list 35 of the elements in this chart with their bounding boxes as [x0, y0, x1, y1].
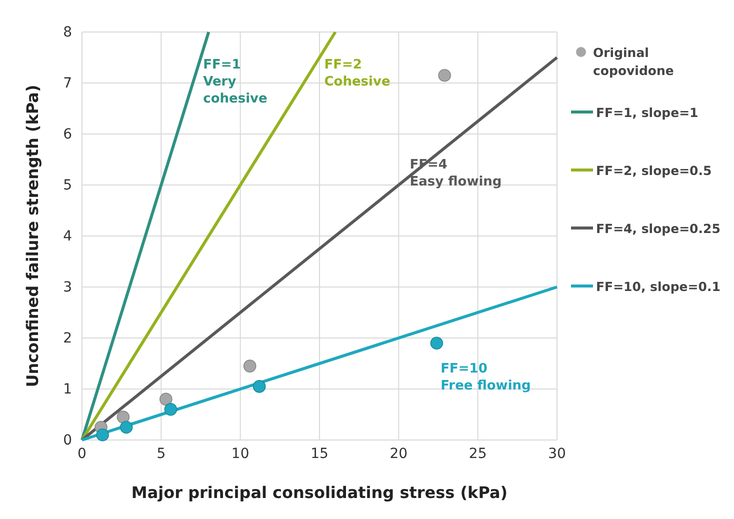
point [243, 360, 256, 372]
point [120, 420, 133, 434]
legend-label: FF=1, slope=1 [596, 105, 698, 120]
y-tick-label: 8 [63, 24, 72, 40]
y-tick-label: 2 [63, 330, 72, 346]
point [96, 428, 109, 442]
annotation: FF=1 Very cohesive [203, 57, 268, 106]
point [164, 403, 178, 416]
x-tick-label: 5 [156, 446, 166, 462]
annotation: FF=10 Free flowing [440, 361, 531, 394]
annotation: FF=2 Cohesive [324, 57, 390, 90]
x-tick-label: 10 [231, 446, 250, 462]
legend-label: FF=4, slope=0.25 [596, 221, 720, 236]
y-tick-label: 4 [63, 228, 72, 244]
point [438, 68, 451, 82]
legend-label: Original copovidone [593, 45, 674, 78]
y-tick-label: 0 [63, 432, 72, 448]
y-tick-label: 7 [63, 75, 72, 92]
y-tick-label: 5 [63, 177, 72, 194]
x-tick-label: 20 [390, 446, 408, 462]
y-tick-label: 3 [63, 279, 72, 296]
x-tick-label: 25 [468, 446, 487, 462]
x-tick-label: 30 [548, 446, 566, 462]
y-axis-title: Unconfined failure strength (kPa) [23, 84, 42, 388]
y-tick-label: 1 [63, 381, 72, 398]
point [430, 336, 444, 350]
x-tick-label: 0 [78, 446, 86, 462]
x-axis-title: Major principal consolidating stress (kPa) [131, 483, 508, 502]
point [252, 380, 266, 393]
x-tick-label: 15 [310, 446, 328, 462]
y-tick-label: 6 [63, 126, 72, 142]
point [160, 392, 172, 406]
legend-label: FF=2, slope=0.5 [596, 163, 712, 178]
legend-label: FF=10, slope=0.1 [596, 279, 720, 294]
point [116, 410, 130, 424]
